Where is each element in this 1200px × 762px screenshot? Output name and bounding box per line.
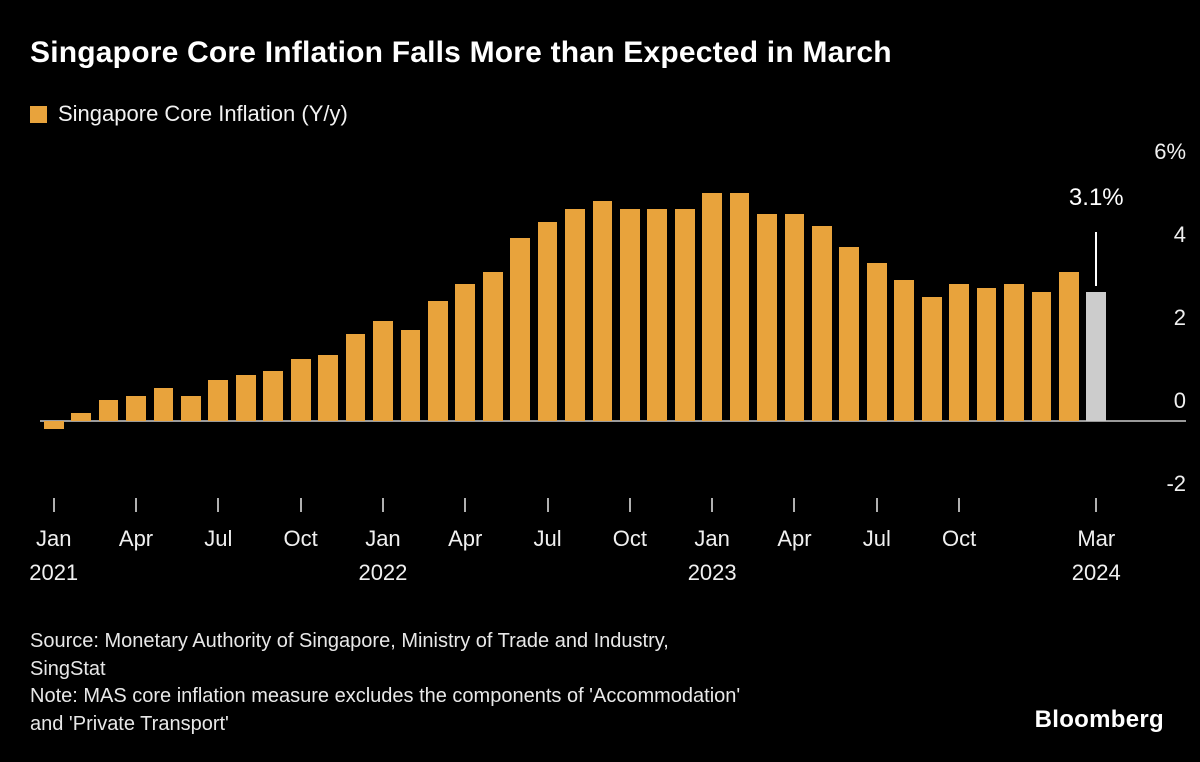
x-axis-month-label: Apr xyxy=(777,526,812,551)
bar xyxy=(181,396,201,421)
bar xyxy=(1031,292,1052,421)
x-axis-tick xyxy=(628,498,631,512)
bar xyxy=(757,213,777,421)
bar xyxy=(373,321,393,421)
x-axis-month-label: Oct xyxy=(283,526,318,551)
bar xyxy=(702,192,723,421)
x-axis-tick xyxy=(958,498,961,512)
y-axis-label: 0 xyxy=(1173,388,1186,413)
legend-label: Singapore Core Inflation (Y/y) xyxy=(58,101,348,126)
bar xyxy=(784,213,805,421)
source-line-2: SingStat xyxy=(30,657,106,680)
bar xyxy=(482,271,503,421)
x-axis-month-label: Oct xyxy=(612,526,647,551)
bar xyxy=(43,421,64,430)
bar xyxy=(866,263,887,421)
x-axis-month-label: Jul xyxy=(533,526,562,551)
x-axis-year-label: 2021 xyxy=(29,560,79,585)
bar xyxy=(674,209,695,421)
x-axis-month-label: Jan xyxy=(35,526,72,551)
x-axis-month-label: Apr xyxy=(118,526,154,551)
x-axis-month-label: Apr xyxy=(448,526,483,551)
x-axis-month-label: Oct xyxy=(941,526,977,551)
plot-area: 3.1% xyxy=(40,172,1186,512)
x-axis-month-label: Jan xyxy=(694,526,730,551)
bar xyxy=(345,333,366,421)
x-axis-labels: Jan 2021 Apr Jul Oct Jan 2022 Apr Jul Oct Jan 2023 A… xyxy=(29,504,1121,596)
x-axis-year-label: 2023 xyxy=(687,560,737,585)
bar xyxy=(400,329,421,421)
bar xyxy=(949,284,969,421)
bar xyxy=(510,238,530,421)
note-line-2: and 'Private Transport' xyxy=(30,712,229,735)
x-axis-tick xyxy=(299,498,302,512)
y-axis-label: 2 xyxy=(1173,305,1186,330)
x-axis-year-label: 2022 xyxy=(358,560,408,585)
x-axis-tick xyxy=(52,498,55,512)
source-line-1: Source: Monetary Authority of Singapore,… xyxy=(30,630,669,652)
y-axis-label: 4 xyxy=(1173,222,1186,247)
legend-swatch-icon xyxy=(30,105,47,123)
bar xyxy=(894,279,915,421)
bar xyxy=(71,412,92,421)
bar xyxy=(208,379,229,421)
bar xyxy=(921,296,942,421)
bar xyxy=(98,400,119,421)
x-axis-tick xyxy=(711,498,714,512)
bar xyxy=(427,300,448,421)
bar xyxy=(153,387,174,421)
x-axis-tick xyxy=(1095,498,1098,512)
bar xyxy=(318,354,338,421)
x-axis-month-label: Jul xyxy=(204,526,233,551)
bloomberg-logo: Bloomberg xyxy=(1034,706,1164,733)
x-axis-tick xyxy=(793,498,796,512)
bar xyxy=(647,209,668,421)
x-axis-year-label: 2024 xyxy=(1071,560,1121,585)
bar xyxy=(812,225,832,421)
x-axis-tick xyxy=(875,498,878,512)
bar xyxy=(290,358,311,421)
bar xyxy=(729,192,750,421)
bar xyxy=(592,201,613,421)
source-note: Source: Monetary Authority of Singapore,… xyxy=(30,628,740,738)
bar xyxy=(537,221,558,421)
bar xyxy=(1058,271,1079,421)
legend: Singapore Core Inflation (Y/y) xyxy=(30,101,348,127)
x-axis-month-label: Mar xyxy=(1077,526,1116,551)
y-axis-label: 6% xyxy=(1154,139,1186,164)
zero-baseline xyxy=(40,420,1186,422)
y-axis-label: -2 xyxy=(1166,471,1186,496)
bar xyxy=(1004,284,1024,421)
bar xyxy=(976,288,997,421)
bar xyxy=(455,284,476,421)
x-axis-month-label: Jul xyxy=(862,526,891,551)
bar-highlight xyxy=(1086,292,1107,421)
y-axis-labels: 6% 4 2 0 -2 xyxy=(1120,139,1186,504)
x-axis-month-label: Jan xyxy=(365,526,401,551)
x-axis-tick xyxy=(464,498,467,512)
bar xyxy=(235,375,256,421)
chart-title: Singapore Core Inflation Falls More than… xyxy=(30,36,892,69)
bar xyxy=(126,396,146,421)
bar xyxy=(619,209,640,421)
bar xyxy=(839,246,860,421)
annotation-label: 3.1% xyxy=(1068,184,1124,211)
bar xyxy=(565,209,585,421)
x-axis-tick xyxy=(546,498,549,512)
x-axis-tick xyxy=(381,498,384,512)
annotation-callout-line xyxy=(1095,232,1098,286)
bar xyxy=(263,371,284,421)
x-axis-tick xyxy=(217,498,220,512)
note-line-1: Note: MAS core inflation measure exclude… xyxy=(30,685,741,707)
x-axis-tick xyxy=(135,498,138,512)
